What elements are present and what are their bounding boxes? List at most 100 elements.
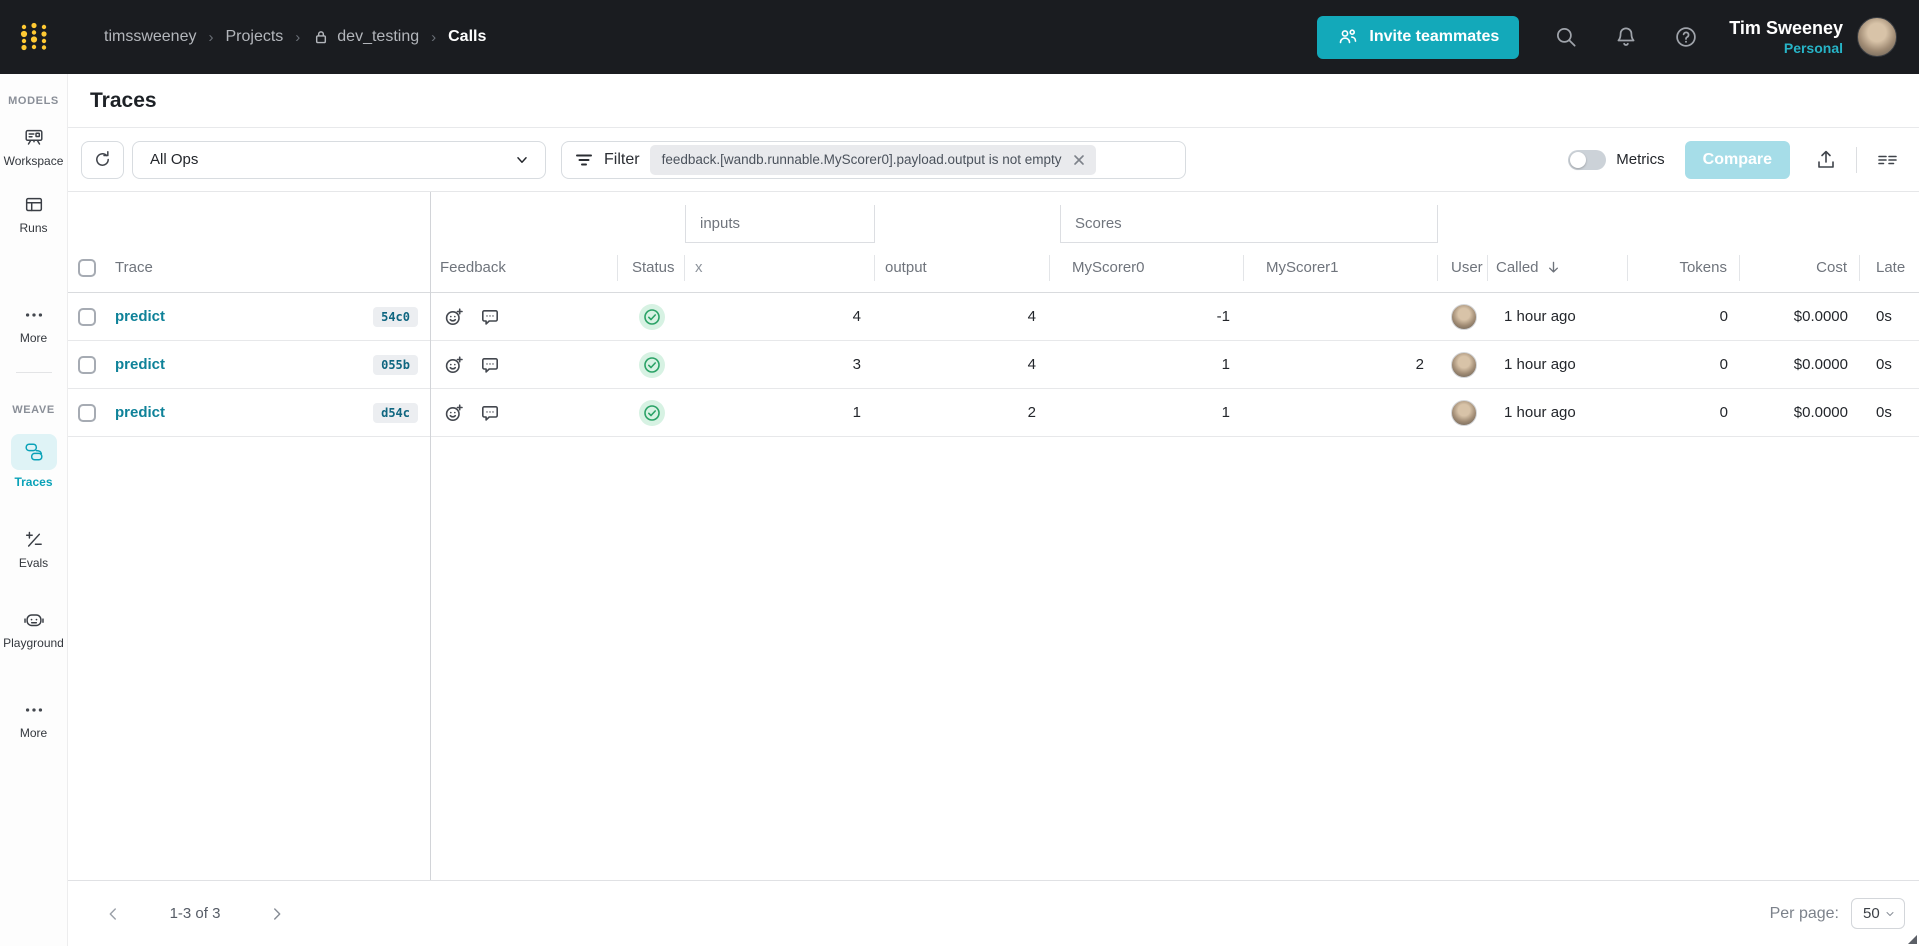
cell-myscorer1[interactable]	[1244, 389, 1438, 436]
filter-bar[interactable]: Filter feedback.[wandb.runnable.MyScorer…	[561, 140, 1186, 179]
pinned-column-divider[interactable]	[430, 192, 431, 880]
next-page-button[interactable]	[260, 897, 294, 931]
user-menu[interactable]: Tim Sweeney Personal	[1729, 17, 1843, 57]
header-feedback[interactable]: Feedback	[430, 254, 618, 281]
cell-tokens[interactable]: 0	[1719, 308, 1728, 325]
sidebar-item-runs[interactable]: Runs	[0, 194, 67, 235]
table-row[interactable]: predict d54c	[68, 389, 1919, 437]
cell-myscorer0[interactable]: -1	[1216, 308, 1230, 325]
user-avatar[interactable]	[1451, 351, 1477, 378]
header-user[interactable]: User	[1438, 254, 1488, 281]
header-status[interactable]: Status	[618, 254, 685, 281]
row-checkbox[interactable]	[78, 403, 96, 422]
status-success-icon[interactable]	[638, 399, 665, 426]
header-myscorer1[interactable]: MyScorer1	[1244, 254, 1438, 281]
op-link[interactable]: predict	[115, 404, 166, 421]
per-page-select[interactable]: 50	[1851, 898, 1905, 929]
more-dots-icon	[25, 313, 42, 317]
cell-input-x[interactable]: 3	[852, 356, 861, 373]
cell-called[interactable]: 1 hour ago	[1504, 308, 1576, 325]
cell-latency[interactable]: 0s	[1876, 404, 1892, 421]
compare-button[interactable]: Compare	[1684, 140, 1790, 179]
cell-output[interactable]: 4	[1027, 356, 1036, 373]
help-icon[interactable]	[1673, 24, 1699, 50]
title-row: Traces	[68, 74, 1919, 128]
traces-toolbar: All Ops Filter feedback.[wandb.runnable.…	[68, 128, 1919, 192]
cell-output[interactable]: 2	[1027, 404, 1036, 421]
sidebar-item-evals[interactable]: Evals	[0, 529, 67, 570]
filter-chip[interactable]: feedback.[wandb.runnable.MyScorer0].payl…	[649, 144, 1096, 175]
call-id-badge[interactable]: 54c0	[373, 306, 418, 327]
header-tokens[interactable]: Tokens	[1628, 254, 1740, 281]
sidebar-item-traces[interactable]: Traces	[0, 434, 67, 489]
manage-columns-icon[interactable]	[1875, 148, 1899, 172]
table-row[interactable]: predict 54c0	[68, 293, 1919, 341]
breadcrumb-projects[interactable]: Projects	[225, 28, 284, 45]
sidebar-item-label: More	[19, 331, 48, 345]
prev-page-button[interactable]	[96, 897, 130, 931]
remove-filter-icon[interactable]	[1072, 153, 1086, 167]
cell-input-x[interactable]: 1	[852, 404, 861, 421]
sidebar-item-workspace[interactable]: Workspace	[0, 127, 67, 168]
row-checkbox[interactable]	[78, 307, 96, 326]
add-reaction-icon[interactable]	[444, 403, 464, 423]
call-id-badge[interactable]: 055b	[373, 354, 418, 375]
cell-myscorer1[interactable]	[1244, 293, 1438, 340]
sort-desc-icon[interactable]	[1545, 259, 1562, 276]
table-row[interactable]: predict 055b	[68, 341, 1919, 389]
cell-output[interactable]: 4	[1027, 308, 1036, 325]
user-avatar[interactable]	[1451, 303, 1477, 330]
add-reaction-icon[interactable]	[444, 307, 464, 327]
comment-icon[interactable]	[480, 403, 500, 423]
refresh-icon	[96, 150, 109, 166]
cell-cost[interactable]: $0.0000	[1793, 404, 1848, 421]
cell-myscorer0[interactable]: 1	[1221, 356, 1230, 373]
export-icon[interactable]	[1814, 148, 1838, 172]
cell-latency[interactable]: 0s	[1876, 356, 1892, 373]
cell-tokens[interactable]: 0	[1719, 356, 1728, 373]
breadcrumb-project[interactable]: dev_testing	[312, 28, 419, 46]
comment-icon[interactable]	[480, 307, 500, 327]
header-output[interactable]: output	[875, 254, 1050, 281]
add-reaction-icon[interactable]	[444, 355, 464, 375]
comment-icon[interactable]	[480, 355, 500, 375]
ops-selector[interactable]: All Ops	[132, 140, 546, 179]
breadcrumb-page-calls: Calls	[448, 28, 487, 45]
header-latency[interactable]: Late	[1876, 259, 1906, 276]
cell-cost[interactable]: $0.0000	[1793, 308, 1848, 325]
metrics-toggle-label: Metrics	[1616, 151, 1665, 168]
cell-myscorer0[interactable]: 1	[1221, 404, 1230, 421]
header-myscorer0[interactable]: MyScorer0	[1050, 254, 1244, 281]
window-resize-handle[interactable]	[1908, 935, 1917, 944]
call-id-badge[interactable]: d54c	[373, 402, 418, 423]
breadcrumb-account[interactable]: timssweeney	[104, 28, 197, 45]
search-icon[interactable]	[1553, 24, 1579, 50]
header-called[interactable]: Called	[1488, 254, 1628, 281]
header-trace[interactable]: Trace	[115, 259, 153, 276]
sidebar-item-models-more[interactable]: More	[0, 304, 67, 345]
avatar[interactable]	[1857, 17, 1897, 57]
sidebar-item-playground[interactable]: Playground	[0, 609, 67, 650]
refresh-button[interactable]	[81, 140, 124, 179]
metrics-toggle[interactable]	[1568, 149, 1607, 170]
header-input-x[interactable]: x	[685, 254, 875, 281]
status-success-icon[interactable]	[638, 303, 665, 330]
cell-called[interactable]: 1 hour ago	[1504, 356, 1576, 373]
row-checkbox[interactable]	[78, 355, 96, 374]
cell-input-x[interactable]: 4	[852, 308, 861, 325]
cell-myscorer1[interactable]: 2	[1415, 356, 1424, 373]
cell-called[interactable]: 1 hour ago	[1504, 404, 1576, 421]
op-link[interactable]: predict	[115, 356, 166, 373]
invite-teammates-button[interactable]: Invite teammates	[1317, 15, 1520, 59]
wandb-logo[interactable]	[0, 20, 68, 54]
sidebar-item-weave-more[interactable]: More	[0, 699, 67, 740]
cell-tokens[interactable]: 0	[1719, 404, 1728, 421]
status-success-icon[interactable]	[638, 351, 665, 378]
header-cost[interactable]: Cost	[1740, 254, 1860, 281]
cell-cost[interactable]: $0.0000	[1793, 356, 1848, 373]
user-avatar[interactable]	[1451, 399, 1477, 426]
bell-icon[interactable]	[1613, 24, 1639, 50]
select-all-checkbox[interactable]	[78, 258, 96, 277]
cell-latency[interactable]: 0s	[1876, 308, 1892, 325]
op-link[interactable]: predict	[115, 308, 166, 325]
